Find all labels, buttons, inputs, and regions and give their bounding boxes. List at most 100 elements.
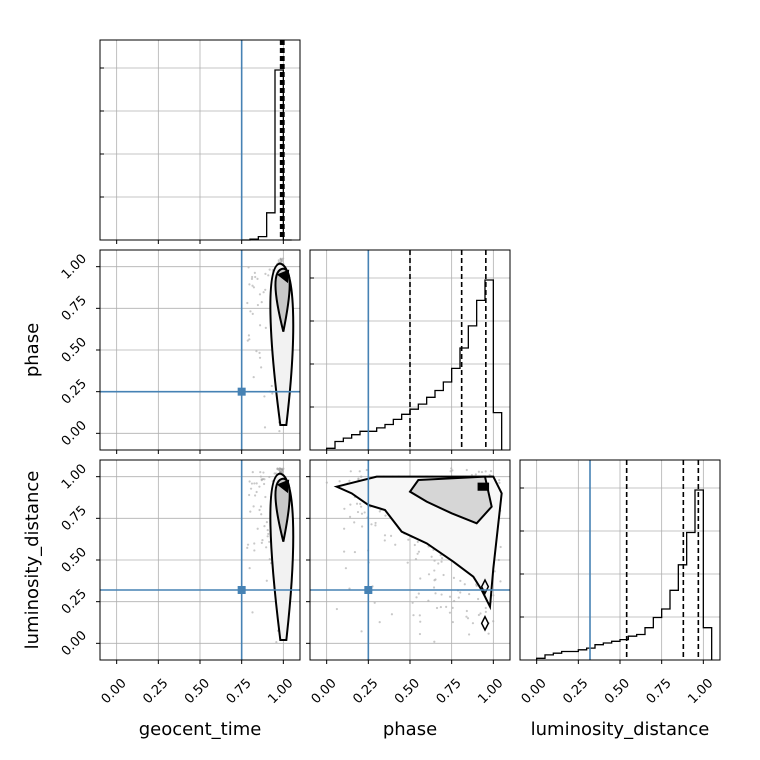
sample-point xyxy=(470,474,473,477)
sample-point xyxy=(442,573,445,577)
sample-point xyxy=(355,502,359,505)
sample-point xyxy=(459,579,462,582)
sample-point xyxy=(439,554,442,557)
panel-r1-c1 xyxy=(309,249,511,454)
sample-point xyxy=(437,562,440,565)
sample-point xyxy=(264,326,267,329)
sample-point xyxy=(348,587,351,590)
panel-r1-c0 xyxy=(96,249,301,454)
y-tick-label-r1-4: 1.00 xyxy=(59,251,90,282)
sample-point xyxy=(264,272,267,275)
sample-point xyxy=(251,611,254,614)
sample-point xyxy=(265,579,268,582)
sample-point xyxy=(253,542,256,545)
x-tick-label-c0-3: 0.75 xyxy=(224,676,255,707)
contour-middle xyxy=(274,267,291,332)
sample-point xyxy=(359,505,363,508)
sample-point xyxy=(477,613,480,617)
sample-point xyxy=(264,288,267,291)
y-tick-label-r1-0: 0.00 xyxy=(59,418,90,449)
sample-point xyxy=(451,606,454,609)
sample-point xyxy=(248,480,251,483)
sample-point xyxy=(255,490,258,494)
sample-point xyxy=(452,576,456,579)
sample-point xyxy=(378,620,381,624)
sample-point xyxy=(254,275,257,279)
histogram-luminosity-distance xyxy=(536,489,713,660)
sample-point xyxy=(258,351,261,354)
sample-point xyxy=(260,541,263,545)
sample-point xyxy=(498,479,501,482)
sample-point xyxy=(378,510,381,513)
sample-point xyxy=(246,339,249,342)
sample-point xyxy=(258,356,262,359)
sample-point xyxy=(252,286,256,289)
sample-point xyxy=(252,376,255,379)
sample-point xyxy=(263,525,266,528)
sample-point xyxy=(249,510,252,513)
sample-point xyxy=(356,510,360,514)
sample-point xyxy=(389,534,393,537)
sample-point xyxy=(258,485,261,488)
x-tick-label-c2-4: 1.00 xyxy=(685,676,716,707)
y-tick-label-r2-3: 0.75 xyxy=(59,503,90,534)
sample-point xyxy=(445,605,448,608)
panel-r2-c1 xyxy=(306,459,511,664)
sample-point xyxy=(433,640,436,643)
x-tick-label-c2-1: 0.25 xyxy=(560,676,591,707)
sample-point xyxy=(253,494,257,497)
sample-point xyxy=(484,470,487,473)
x-tick-label-c2-0: 0.00 xyxy=(519,676,550,707)
sample-point xyxy=(374,524,377,527)
sample-point xyxy=(451,620,454,624)
sample-point xyxy=(468,633,471,636)
sample-point xyxy=(343,527,346,530)
sample-point xyxy=(277,259,280,262)
sample-point xyxy=(263,426,267,429)
sample-point xyxy=(251,284,254,287)
sample-point xyxy=(475,584,478,588)
sample-point xyxy=(441,557,444,560)
sample-point xyxy=(360,525,364,528)
histogram-phase xyxy=(326,279,503,450)
sample-point xyxy=(434,592,437,595)
y-tick-label-r1-2: 0.50 xyxy=(59,335,90,366)
x-tick-label-c0-2: 0.50 xyxy=(182,676,213,707)
sample-point xyxy=(343,507,346,510)
sample-point xyxy=(383,534,387,537)
sample-point xyxy=(419,620,422,623)
x-tick-label-c2-2: 0.50 xyxy=(602,676,633,707)
x-tick-label-c1-1: 0.25 xyxy=(350,676,381,707)
sample-point xyxy=(471,622,475,625)
sample-point xyxy=(459,591,462,594)
sample-point xyxy=(250,277,254,281)
sample-point xyxy=(268,540,271,543)
sample-point xyxy=(412,614,415,617)
sample-point xyxy=(348,479,351,482)
sample-point xyxy=(370,523,373,526)
sample-point xyxy=(465,609,468,613)
sample-point xyxy=(249,310,252,313)
sample-point xyxy=(439,605,442,609)
x-tick-label-c1-2: 0.50 xyxy=(392,676,423,707)
contour-inner xyxy=(477,482,490,491)
y-tick-label-r1-3: 0.75 xyxy=(59,293,90,324)
sample-point xyxy=(360,512,364,515)
sample-point xyxy=(267,274,270,277)
x-tick-label-c0-4: 1.00 xyxy=(265,676,296,707)
sample-point xyxy=(487,632,490,635)
sample-point xyxy=(262,482,266,486)
sample-point xyxy=(247,334,251,337)
sample-point xyxy=(498,481,501,484)
sample-point xyxy=(265,546,268,549)
sample-point xyxy=(248,338,251,341)
sample-point xyxy=(499,580,502,583)
sample-point xyxy=(433,569,436,572)
sample-point xyxy=(251,471,254,474)
contour-island-upper xyxy=(480,578,490,596)
sample-point xyxy=(270,384,273,388)
sample-point xyxy=(353,521,356,524)
sample-point xyxy=(259,471,262,474)
sample-point xyxy=(253,549,256,552)
